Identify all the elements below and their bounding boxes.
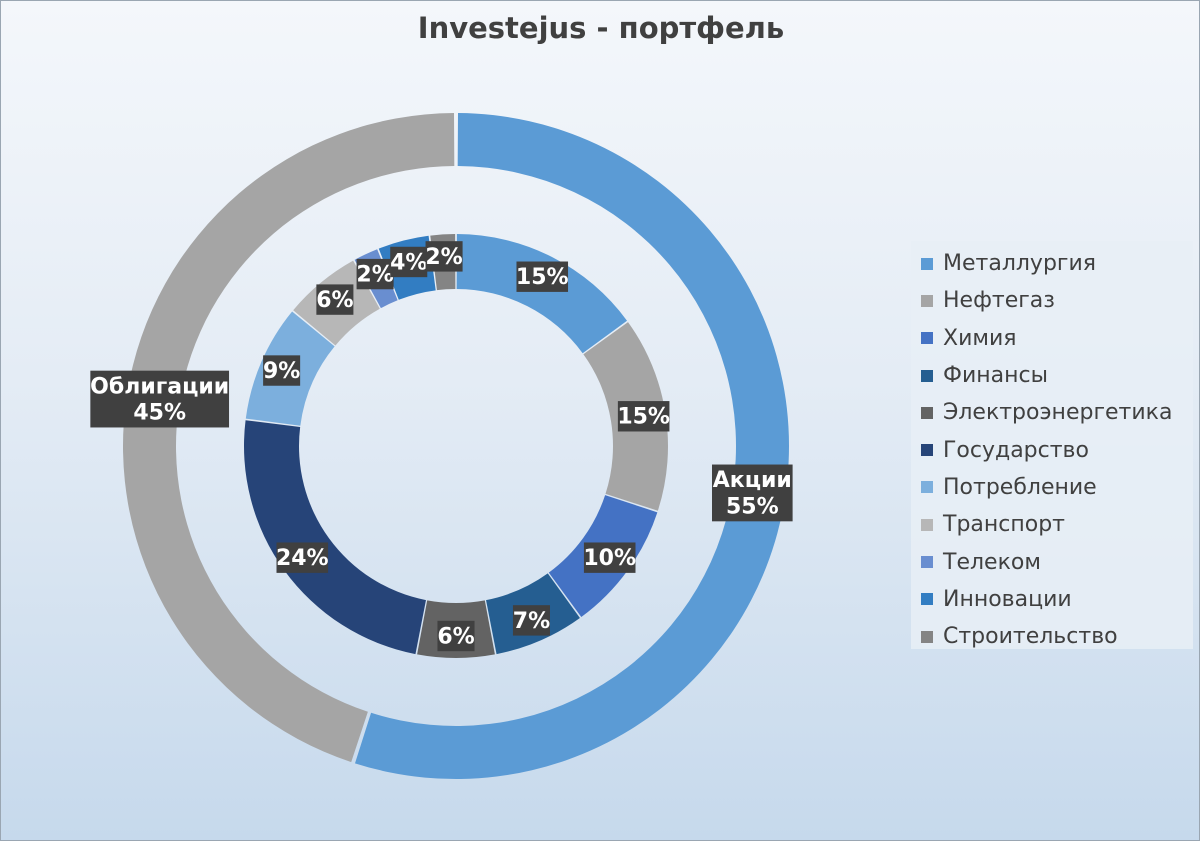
legend-item-строительство: Строительство: [911, 618, 1193, 655]
data-label-text: 2%: [356, 262, 393, 287]
inner-slice-государство: [243, 420, 426, 655]
inner-slice-металлургия: [456, 234, 628, 354]
legend-label: Потребление: [943, 474, 1097, 500]
legend: Металлургия Нефтегаз Химия Финансы Электроэн…: [911, 241, 1193, 649]
legend-label: Государство: [943, 437, 1089, 463]
inner-label-финансы: 7%: [512, 605, 550, 636]
legend-swatch: [921, 630, 933, 643]
data-label-background: [437, 620, 475, 652]
data-label-text: 55%: [726, 495, 779, 520]
data-label-text: 15%: [516, 265, 569, 290]
chart-title: Investejus - портфель: [417, 11, 785, 45]
data-label-background: [516, 261, 569, 292]
legend-item-финансы: Финансы: [911, 357, 1193, 394]
legend-item-транспорт: Транспорт: [911, 506, 1193, 543]
data-label-text: 6%: [316, 288, 353, 313]
legend-item-телеком: Телеком: [911, 543, 1193, 580]
inner-label-химия: 10%: [583, 542, 636, 573]
outer-slice-акции: [354, 113, 789, 780]
slices-layer: [122, 113, 789, 780]
data-label-background: [390, 246, 428, 278]
data-label-background: [356, 258, 394, 290]
legend-item-металлургия: Металлургия: [911, 245, 1193, 282]
legend-item-инновации: Инновации: [911, 581, 1193, 618]
legend-item-электроэнергетика: Электроэнергетика: [911, 394, 1193, 431]
inner-label-телеком: 2%: [356, 258, 394, 290]
legend-label: Нефтегаз: [943, 288, 1055, 314]
data-label-text: 10%: [583, 546, 636, 571]
legend-label: Транспорт: [943, 512, 1065, 538]
data-label-background: [263, 355, 301, 386]
outer-slice-облигации: [122, 113, 455, 763]
data-label-background: [617, 401, 670, 432]
data-label-text: 2%: [425, 245, 462, 270]
data-label-background: [712, 464, 793, 522]
inner-label-потребление: 9%: [263, 355, 301, 386]
data-label-background: [276, 542, 329, 573]
data-label-background: [512, 605, 550, 636]
data-label-text: Облигации: [90, 374, 229, 399]
inner-label-строительство: 2%: [425, 241, 463, 272]
legend-swatch: [921, 406, 933, 419]
legend-item-химия: Химия: [911, 320, 1193, 357]
data-label-background: [425, 241, 463, 272]
inner-label-инновации: 4%: [390, 246, 428, 278]
legend-swatch: [921, 556, 933, 569]
data-label-text: 6%: [437, 624, 474, 649]
legend-swatch: [921, 369, 933, 382]
legend-label: Телеком: [943, 549, 1041, 575]
data-label-background: [316, 284, 354, 315]
legend-swatch: [921, 518, 933, 531]
data-label-background: [90, 370, 230, 428]
legend-swatch: [921, 481, 933, 494]
data-label-text: 45%: [133, 401, 186, 426]
legend-label: Металлургия: [943, 251, 1097, 277]
legend-item-потребление: Потребление: [911, 469, 1193, 506]
inner-label-транспорт: 6%: [316, 284, 354, 315]
data-label-text: 4%: [390, 250, 427, 275]
data-label-background: [583, 542, 636, 573]
data-label-text: 7%: [513, 609, 550, 634]
legend-item-нефтегаз: Нефтегаз: [911, 282, 1193, 319]
legend-swatch: [921, 444, 933, 457]
legend-item-государство: Государство: [911, 431, 1193, 468]
inner-label-электроэнергетика: 6%: [437, 620, 475, 652]
legend-label: Инновации: [943, 586, 1072, 612]
legend-label: Строительство: [943, 624, 1118, 650]
data-label-text: 9%: [263, 359, 300, 384]
legend-label: Химия: [943, 325, 1017, 351]
inner-label-государство: 24%: [276, 542, 329, 573]
legend-swatch: [921, 332, 933, 345]
legend-label: Электроэнергетика: [943, 400, 1173, 426]
legend-swatch: [921, 294, 933, 307]
inner-label-нефтегаз: 15%: [617, 401, 670, 432]
inner-label-металлургия: 15%: [516, 261, 569, 292]
data-label-text: 24%: [276, 546, 329, 571]
legend-label: Финансы: [943, 363, 1048, 389]
data-label-text: 15%: [617, 405, 670, 430]
legend-swatch: [921, 257, 933, 270]
data-label-text: Акции: [713, 468, 792, 493]
legend-swatch: [921, 593, 933, 606]
